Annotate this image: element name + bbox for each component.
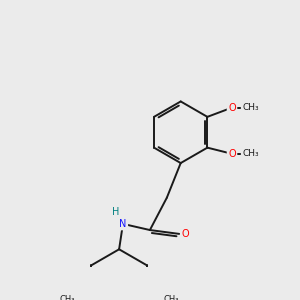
Text: CH₃: CH₃	[60, 295, 75, 300]
Text: O: O	[228, 149, 236, 159]
Text: O: O	[182, 229, 189, 239]
Text: H: H	[112, 207, 119, 217]
Text: N: N	[119, 219, 127, 229]
Text: CH₃: CH₃	[242, 103, 259, 112]
Text: O: O	[228, 103, 236, 112]
Text: CH₃: CH₃	[163, 295, 178, 300]
Text: CH₃: CH₃	[242, 149, 259, 158]
